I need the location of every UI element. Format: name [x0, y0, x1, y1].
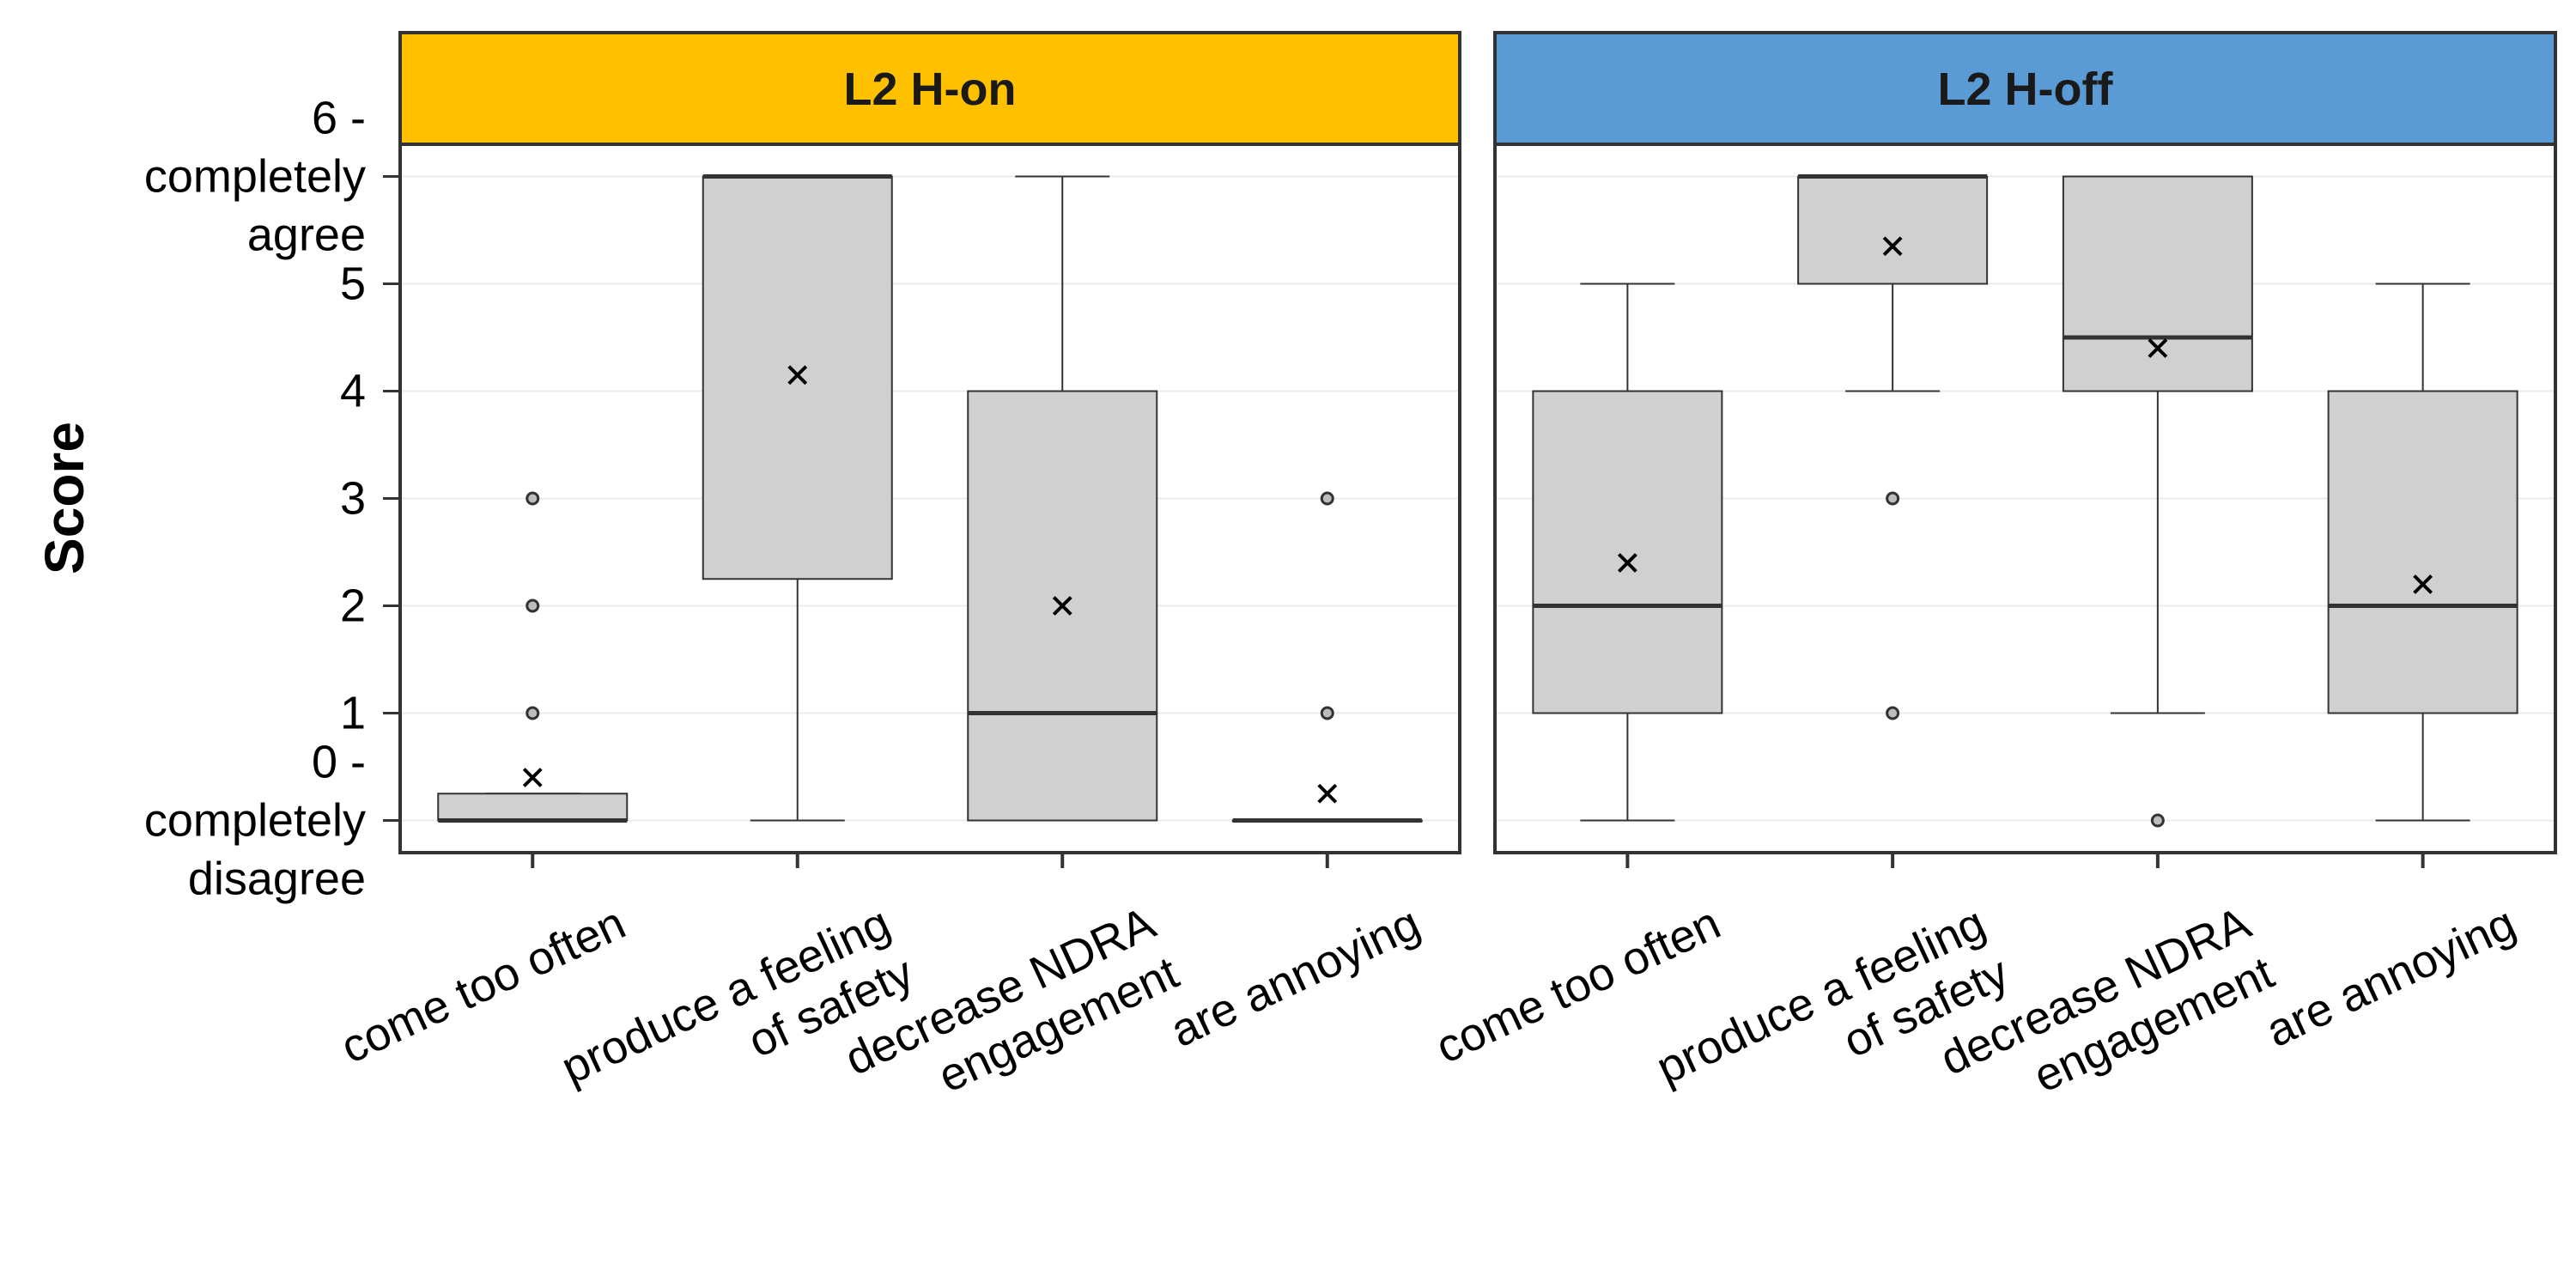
marks-layer [437, 174, 2518, 828]
y-tick-label-line: 3 [340, 473, 366, 525]
y-tick-label-line: 6 - [312, 93, 366, 144]
outlier-point [1886, 706, 1900, 720]
panel-title: L2 H-on [844, 64, 1017, 115]
mean-marker [2413, 574, 2433, 594]
outlier-point [1886, 491, 1900, 506]
y-tick-label-line: completely [144, 795, 366, 847]
box [2062, 175, 2253, 392]
mean-marker [787, 365, 808, 386]
outlier-point [2150, 813, 2165, 828]
mean-marker [1052, 596, 1072, 616]
y-tick-label: 6 - completely agree [144, 93, 366, 261]
outlier-point [1320, 706, 1334, 720]
y-tick-label-line: 4 [340, 366, 366, 417]
y-tick-label-line: 0 - [312, 737, 366, 788]
outlier-point [526, 598, 540, 613]
box [702, 175, 893, 580]
panel-border [398, 143, 1461, 854]
mean-marker [1882, 236, 1903, 257]
mean-marker [2148, 338, 2168, 358]
panel-strip [1493, 31, 2557, 146]
mean-marker [1617, 553, 1637, 573]
y-tick-label-line: disagree [188, 854, 366, 905]
y-tick-label-line: agree [247, 210, 366, 261]
mean-marker [1317, 783, 1338, 804]
y-tick-label: 2 [340, 580, 366, 632]
x-tick-label-line: are annoying [1163, 897, 1427, 1057]
y-tick-label-line: completely [144, 151, 366, 203]
x-tick-label: are annoying [2258, 897, 2523, 1057]
y-tick-label: 0 - completely disagree [144, 737, 366, 905]
panel-title: L2 H-off [1938, 64, 2114, 115]
box [1532, 390, 1723, 714]
y-tick-label: 3 [340, 473, 366, 525]
box [437, 793, 629, 822]
y-tick-label: 4 [340, 366, 366, 417]
frame-layer [383, 31, 2557, 868]
box [1797, 175, 1989, 285]
y-tick-label: 5 [340, 258, 366, 310]
panel-border [1493, 143, 2557, 854]
mean-marker [522, 768, 543, 787]
y-tick-label-line: 1 [340, 688, 366, 739]
y-tick-label: 1 [340, 688, 366, 739]
y-axis-title: Score [33, 422, 95, 574]
outlier-point [1320, 491, 1334, 506]
x-tick-label-line: are annoying [2258, 897, 2523, 1057]
y-tick-label-line: 5 [340, 258, 366, 310]
box [2327, 390, 2518, 714]
y-tick-label-line: 2 [340, 580, 366, 632]
outlier-point [526, 491, 540, 506]
x-tick-label: are annoying [1163, 897, 1427, 1057]
outlier-point [526, 706, 540, 720]
panel-strip [398, 31, 1461, 146]
